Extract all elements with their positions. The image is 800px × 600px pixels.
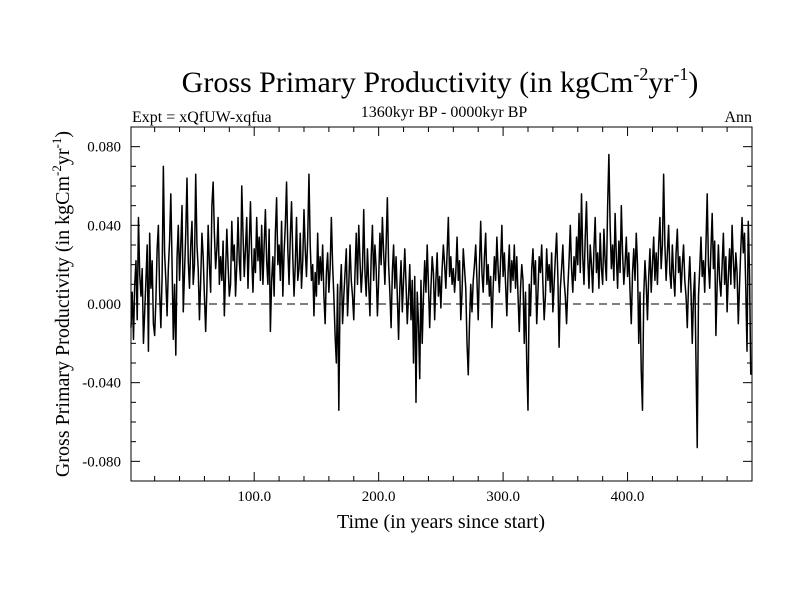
y-axis-ticks: 0.080 0.040 0.000 -0.040 -0.080 (82, 140, 752, 470)
title-sup1: -2 (633, 64, 648, 84)
y-tick-label-0.040: 0.040 (87, 218, 121, 234)
x-axis-ticks: 100.0 200.0 300.0 400.0 (154, 127, 728, 505)
title-end: ) (688, 66, 698, 99)
x-axis-label: Time (in years since start) (337, 511, 545, 533)
x-tick-label-100: 100.0 (237, 489, 271, 505)
subtitle-left: Expt = xQfUW-xqfua (132, 109, 272, 126)
x-tick-label-400: 400.0 (611, 489, 645, 505)
y-axis-label: Gross Primary Productivity (in kgCm-2yr-… (49, 131, 74, 477)
ylabel-sup1: -2 (49, 165, 64, 176)
ylabel-end: ) (52, 131, 74, 138)
chart-title: Gross Primary Productivity (in kgCm-2yr-… (182, 64, 699, 99)
subtitle-center: 1360kyr BP - 0000kyr BP (361, 104, 528, 121)
title-main: Gross Primary Productivity (in kgCm (182, 66, 634, 99)
y-tick-label--0.080: -0.080 (82, 454, 121, 470)
y-tick-label-0.080: 0.080 (87, 140, 121, 156)
subtitle-right: Ann (724, 109, 752, 126)
series-line-gpp (130, 153, 752, 449)
title-sup2: -1 (673, 64, 688, 84)
ylabel-main: Gross Primary Productivity (in kgCm (52, 176, 74, 478)
x-tick-label-300: 300.0 (486, 489, 520, 505)
x-tick-label-200: 200.0 (362, 489, 396, 505)
y-tick-label-0.000: 0.000 (87, 297, 121, 313)
ylabel-sup2: -1 (49, 138, 64, 149)
title-mid: yr (648, 66, 673, 99)
y-tick-label--0.040: -0.040 (82, 376, 121, 392)
ylabel-mid: yr (52, 148, 74, 165)
